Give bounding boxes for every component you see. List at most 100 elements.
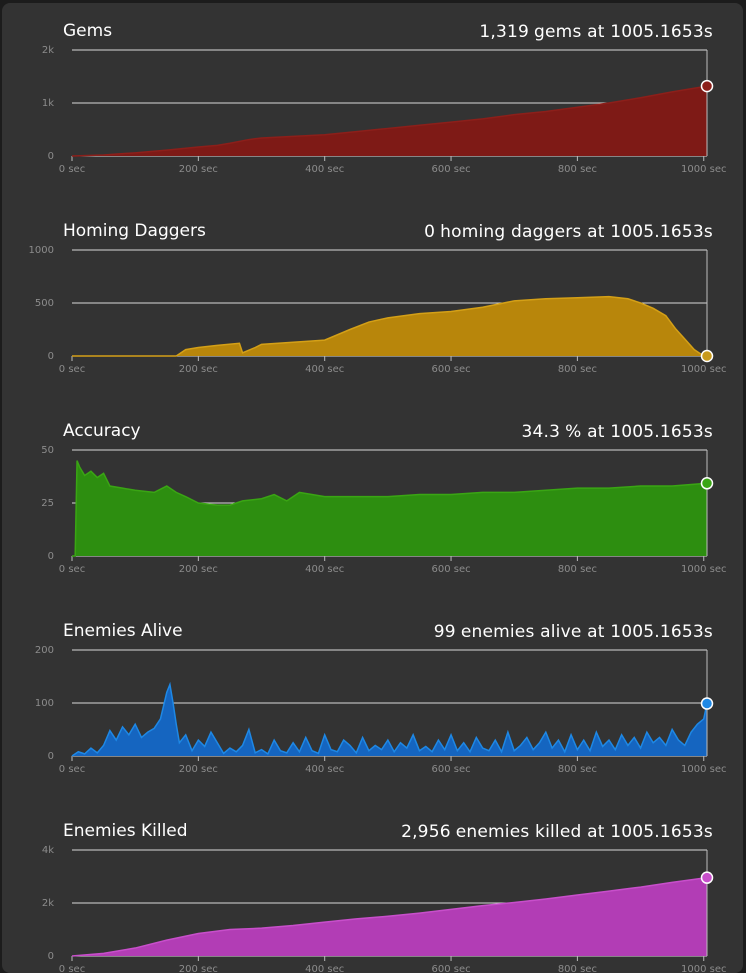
readout-unit: % (565, 422, 582, 442)
series-line (71, 681, 708, 757)
chart-plot[interactable]: 0 2k 4k 0 sec 200 sec 400 sec 600 sec 800 sec 10… (2, 803, 743, 973)
x-tick-label: 1000 sec (681, 164, 727, 175)
y-tick-label: 2k (42, 898, 54, 909)
readout-value: 1,319 (479, 22, 530, 42)
x-tick-label: 1000 sec (681, 764, 727, 775)
y-tick-label: 1k (42, 98, 54, 109)
series-area (72, 684, 707, 756)
x-tick-label: 800 sec (558, 764, 597, 775)
x-tick-label: 400 sec (305, 564, 344, 575)
chart-plot[interactable]: 0 1k 2k 0 sec 200 sec 400 sec 600 sec 800 sec 10… (2, 3, 743, 203)
readout-value: 99 (433, 622, 456, 642)
current-point-marker (700, 477, 714, 490)
readout-at: at (587, 622, 605, 642)
chart-readout: 2,956 enemies killed at 1005.1653s (401, 822, 713, 842)
x-tick-label: 0 sec (59, 964, 85, 973)
chart-readout: 1,319 gems at 1005.1653s (479, 22, 713, 42)
chart-plot[interactable]: 0 25 50 0 sec 200 sec 400 sec 600 sec 800 sec 10… (2, 403, 743, 603)
current-point-marker (700, 697, 714, 710)
x-tick-label: 0 sec (59, 164, 85, 175)
x-tick-label: 800 sec (558, 364, 597, 375)
readout-unit: gems (534, 22, 582, 42)
series-line (71, 85, 708, 157)
x-tick-label: 600 sec (431, 364, 470, 375)
x-tick-label: 200 sec (179, 364, 218, 375)
y-tick-label: 25 (41, 498, 54, 509)
x-tick-label: 800 sec (558, 564, 597, 575)
y-tick-label: 4k (42, 845, 54, 856)
x-tick-label: 600 sec (431, 764, 470, 775)
y-tick-label: 2k (42, 45, 54, 56)
chart-title: Accuracy (63, 421, 141, 441)
readout-time: 1005.1653s (610, 422, 713, 442)
chart-plot[interactable]: 0 500 1000 0 sec 200 sec 400 sec 600 sec 800 se… (2, 203, 743, 403)
x-tick-label: 800 sec (558, 164, 597, 175)
x-tick-label: 200 sec (179, 764, 218, 775)
readout-time: 1005.1653s (610, 222, 713, 242)
y-tick-label: 50 (41, 445, 54, 456)
series-area (72, 86, 707, 156)
x-tick-label: 1000 sec (681, 364, 727, 375)
x-tick-label: 0 sec (59, 764, 85, 775)
y-tick-label: 200 (35, 645, 54, 656)
y-tick-label: 0 (48, 951, 54, 962)
readout-at: at (587, 422, 605, 442)
x-tick-label: 1000 sec (681, 564, 727, 575)
readout-value: 2,956 (401, 822, 451, 842)
y-tick-label: 1000 (29, 245, 54, 256)
chart-enemies-killed: Enemies Killed 2,956 enemies killed at 10… (2, 803, 743, 973)
x-tick-label: 200 sec (179, 564, 218, 575)
series-line (72, 295, 708, 357)
chart-title: Enemies Alive (63, 621, 183, 641)
series-line (72, 460, 708, 557)
chart-plot[interactable]: 0 100 200 0 sec 200 sec 400 sec 600 sec 800 sec… (2, 603, 743, 803)
y-tick-label: 0 (48, 151, 54, 162)
series-area (72, 460, 707, 556)
x-tick-label: 0 sec (59, 564, 85, 575)
readout-at: at (587, 222, 605, 242)
x-tick-label: 1000 sec (681, 964, 727, 973)
y-tick-label: 0 (48, 751, 54, 762)
current-point-marker (700, 79, 714, 93)
chart-title: Gems (63, 21, 113, 41)
chart-gems: Gems 1,319 gems at 1005.1653s 0 1k 2k 0 sec 2… (2, 3, 743, 203)
x-tick-label: 600 sec (431, 564, 470, 575)
x-tick-label: 0 sec (59, 364, 85, 375)
y-tick-label: 0 (48, 551, 54, 562)
x-tick-label: 200 sec (179, 164, 218, 175)
y-tick-label: 100 (35, 698, 54, 709)
readout-value: 34.3 (521, 422, 561, 442)
series-area (72, 296, 707, 356)
y-tick-label: 0 (48, 351, 54, 362)
readout-unit: homing daggers (440, 222, 582, 242)
chart-readout: 34.3% at 1005.1653s (521, 422, 713, 442)
readout-at: at (587, 822, 605, 842)
readout-unit: enemies alive (460, 622, 582, 642)
chart-readout: 99 enemies alive at 1005.1653s (434, 622, 713, 642)
x-tick-label: 200 sec (179, 964, 218, 973)
readout-at: at (587, 22, 605, 42)
charts-panel: Gems 1,319 gems at 1005.1653s 0 1k 2k 0 sec 2… (2, 3, 743, 973)
current-point-marker (700, 349, 714, 363)
chart-accuracy: Accuracy 34.3% at 1005.1653s 0 25 50 0 sec 2… (2, 403, 743, 603)
series-line (71, 876, 708, 957)
readout-time: 1005.1653s (610, 622, 713, 642)
x-tick-label: 600 sec (431, 964, 470, 973)
x-tick-label: 400 sec (305, 164, 344, 175)
readout-unit: enemies killed (455, 822, 582, 842)
x-tick-label: 800 sec (558, 964, 597, 973)
chart-homing-daggers: Homing Daggers 0 homing daggers at 1005.1… (2, 203, 743, 403)
y-tick-label: 500 (35, 298, 54, 309)
current-point-marker (700, 871, 714, 884)
x-tick-label: 600 sec (431, 164, 470, 175)
x-tick-label: 400 sec (305, 964, 344, 973)
readout-value: 0 (424, 222, 436, 242)
x-tick-label: 400 sec (305, 364, 344, 375)
readout-time: 1005.1653s (610, 822, 713, 842)
chart-enemies-alive: Enemies Alive 99 enemies alive at 1005.16… (2, 603, 743, 803)
chart-title: Enemies Killed (63, 821, 188, 841)
x-tick-label: 400 sec (305, 764, 344, 775)
readout-time: 1005.1653s (610, 22, 713, 42)
chart-readout: 0 homing daggers at 1005.1653s (424, 222, 713, 242)
chart-title: Homing Daggers (63, 221, 206, 241)
